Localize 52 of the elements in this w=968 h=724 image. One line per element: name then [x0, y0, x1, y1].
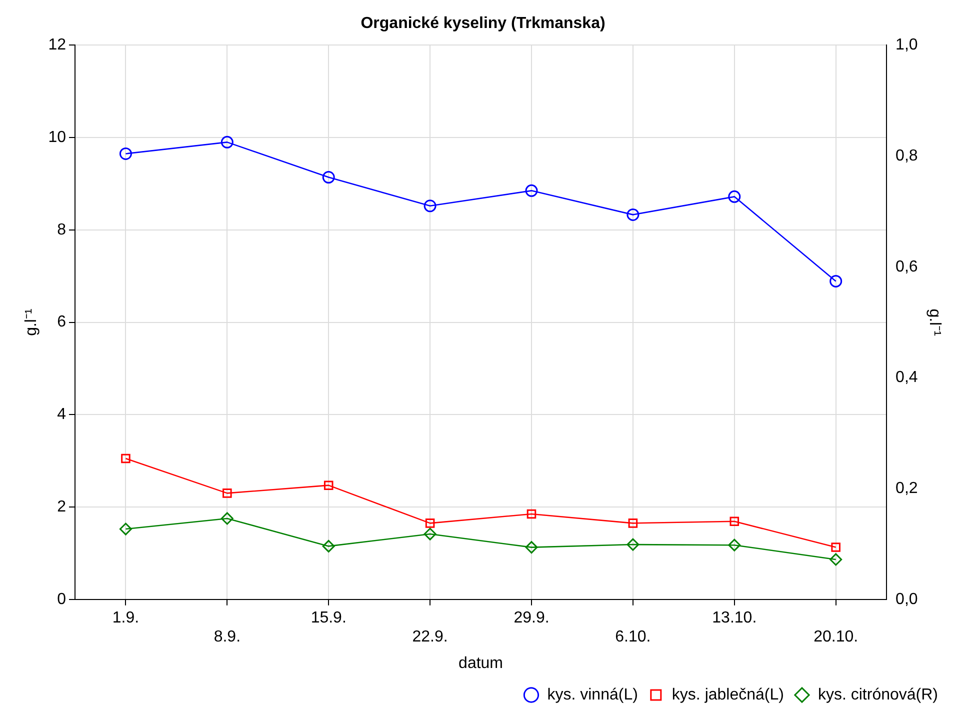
point [119, 522, 132, 536]
point [220, 136, 234, 148]
y2-tick-label: 0,2 [896, 480, 918, 497]
point [526, 509, 536, 519]
y2-tick-label: 0,6 [896, 258, 918, 276]
point [728, 190, 741, 203]
y-tick-label: 2 [57, 498, 66, 516]
point [626, 208, 640, 221]
point [628, 518, 638, 528]
y-axis-title: g.l⁻¹ [23, 308, 40, 336]
point [425, 518, 435, 528]
point [525, 541, 538, 554]
y2-tick-label: 0,0 [896, 590, 918, 608]
legend-label: kys. citrónová(R) [818, 686, 938, 704]
y-tick-label: 0 [57, 590, 66, 608]
point [830, 274, 842, 288]
point [119, 147, 132, 160]
point [324, 480, 334, 490]
point [728, 538, 741, 552]
point [525, 184, 538, 197]
x-axis-title: datum [458, 654, 504, 672]
x-tick-label: 20.10. [814, 628, 858, 646]
legend-label: kys. jablečná(L) [672, 686, 784, 704]
y-tick-label: 6 [57, 314, 66, 331]
x-tick-label: 1.9. [112, 609, 140, 626]
y-tick-label: 4 [57, 406, 66, 424]
point [626, 538, 640, 551]
point [730, 516, 740, 526]
point [121, 454, 130, 464]
y-tick-label: 12 [48, 36, 66, 54]
y2-axis-title: g.l⁻¹ [926, 308, 943, 336]
x-tick-label: 8.9. [214, 628, 241, 646]
y2-tick-label: 0,8 [896, 147, 918, 164]
point [322, 540, 335, 552]
point [222, 488, 232, 498]
x-tick-label: 22.9. [412, 628, 448, 646]
point [322, 171, 335, 184]
y2-tick-label: 1,0 [896, 36, 918, 54]
x-tick-label: 15.9. [310, 609, 346, 626]
point [831, 542, 840, 552]
point [424, 528, 436, 540]
x-tick-label: 29.9. [514, 609, 550, 626]
x-tick-label: 6.10. [615, 628, 651, 646]
point [424, 200, 436, 212]
chart-title: Organické kyseliny (Trkmanska) [360, 15, 606, 32]
point [220, 512, 234, 525]
y2-tick-label: 0,4 [896, 369, 918, 386]
point [830, 553, 842, 566]
legend-label: kys. vinná(L) [547, 686, 638, 704]
y-tick-label: 8 [57, 221, 66, 238]
y-tick-label: 10 [48, 128, 66, 146]
x-tick-label: 13.10. [712, 609, 757, 626]
